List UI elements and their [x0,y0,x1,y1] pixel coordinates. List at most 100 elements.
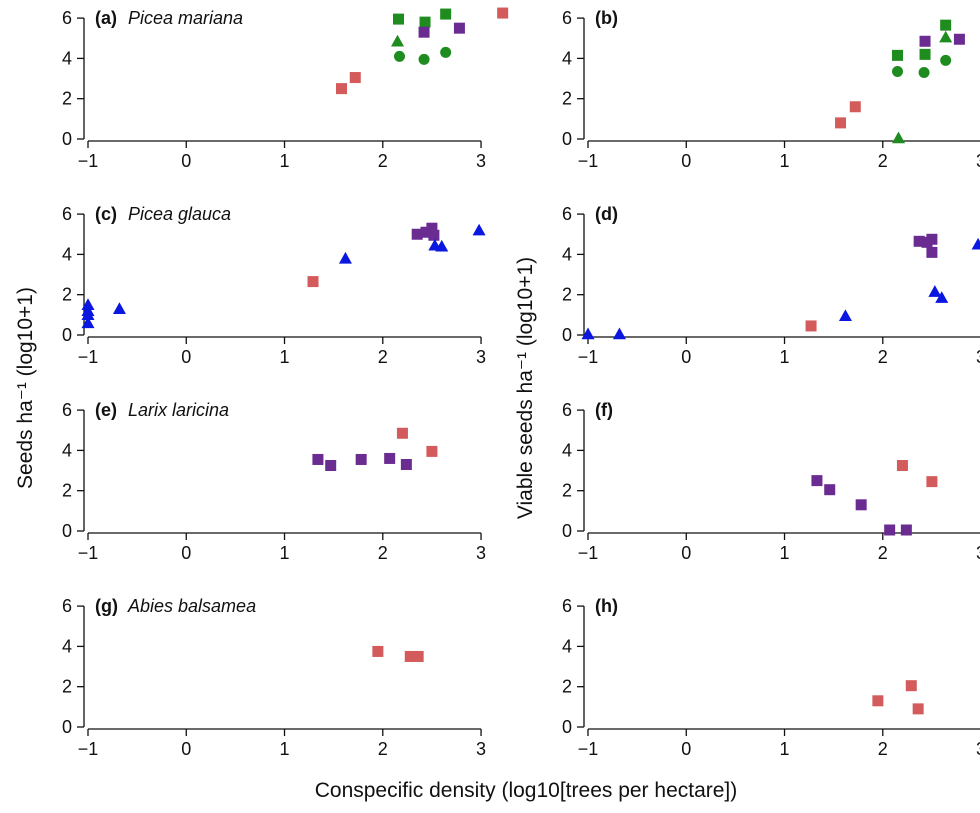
data-point-square [919,35,931,47]
panel-b: −1 0 1 2 3 0 2 4 6 (b) [562,8,980,171]
y-tick-label: 4 [562,48,572,68]
y-tick-label: 6 [562,596,572,616]
data-point-square [307,276,319,288]
data-point-square [872,695,884,707]
x-tick-label: 3 [476,543,486,563]
y-tick-label: 6 [562,8,572,28]
x-tick-label: 1 [280,347,290,367]
data-point-square [892,49,904,61]
data-point-triangle [81,308,95,321]
data-point-square [900,524,912,536]
y-tick-label: 2 [562,481,572,501]
x-axis-title: Conspecific density (log10[trees per hec… [315,779,738,802]
x-tick-label: 0 [181,543,191,563]
y-tick-label: 2 [62,285,72,305]
x-tick-label: 0 [181,151,191,171]
panel-letter: (d) [595,204,618,224]
data-point-square [953,33,965,45]
y-tick-label: 0 [62,129,72,149]
y-tick-label: 2 [562,285,572,305]
data-point-circle [418,53,430,65]
y-tick-label: 2 [562,89,572,109]
panel-letter: (a) [95,8,117,28]
data-point-square [824,484,836,496]
y-tick-label: 2 [562,677,572,697]
y-tick-label: 6 [562,204,572,224]
data-point-square [497,7,509,19]
species-name: Larix laricina [128,400,229,420]
x-tick-label: 3 [976,543,980,563]
y-tick-label: 0 [562,325,572,345]
x-tick-label: 1 [780,151,790,171]
data-point-triangle [472,223,486,236]
x-tick-label: 3 [476,739,486,759]
data-point-square [349,72,361,84]
data-point-square [336,83,348,95]
data-point-circle [440,46,452,58]
x-tick-label: 0 [181,739,191,759]
data-point-square [919,48,931,60]
x-tick-label: 2 [878,347,888,367]
y-tick-label: 6 [62,8,72,28]
y-tick-label: 0 [62,325,72,345]
y-tick-label: 2 [62,677,72,697]
data-point-square [440,8,452,20]
data-point-square [811,475,823,487]
y-tick-label: 4 [62,440,72,460]
data-point-triangle [612,327,626,340]
panel-h: −1 0 1 2 3 0 2 4 6 (h) [562,596,980,759]
y-tick-label: 6 [62,596,72,616]
data-point-triangle [81,316,95,329]
y-tick-label: 4 [62,48,72,68]
data-point-square [428,229,440,241]
x-tick-label: −1 [78,739,99,759]
panel-letter: (h) [595,596,618,616]
panel-f: −1 0 1 2 3 0 2 4 6 (f) [562,400,980,563]
x-tick-label: −1 [578,739,599,759]
data-point-square [396,427,408,439]
data-point-triangle [935,291,949,303]
y-tick-label: 6 [562,400,572,420]
x-tick-label: 0 [681,543,691,563]
panel-letter: (g) [95,596,118,616]
panel-letter: (b) [595,8,618,28]
x-tick-label: 3 [976,151,980,171]
x-tick-label: 2 [378,739,388,759]
data-point-square [400,459,412,470]
panel-d: −1 0 1 2 3 0 2 4 6 (d) [562,204,980,367]
data-point-circle [940,54,952,66]
data-point-square [412,650,424,662]
data-point-triangle [112,302,126,315]
y-tick-label: 0 [562,129,572,149]
data-point-square [453,22,465,34]
panel-letter: (e) [95,400,117,420]
data-point-square [896,460,908,472]
data-point-square [940,19,952,31]
x-tick-label: 3 [476,151,486,171]
x-tick-label: −1 [578,151,599,171]
x-tick-label: 0 [681,151,691,171]
panel-a: −1 0 1 2 3 0 2 4 6 (a) Picea mariana [62,7,509,171]
species-name: Picea glauca [128,204,231,224]
data-point-square [312,453,324,465]
data-point-triangle [838,309,852,322]
x-tick-label: 3 [976,739,980,759]
panel-g: −1 0 1 2 3 0 2 4 6 (g) Abies balsamea [62,596,486,759]
x-tick-label: 3 [976,347,980,367]
y-tick-label: 4 [562,440,572,460]
data-point-square [384,452,396,464]
data-point-triangle [892,131,906,144]
data-point-square [411,228,423,240]
panel-letter: (f) [595,400,613,420]
x-tick-label: 2 [878,151,888,171]
x-tick-label: 1 [280,151,290,171]
panel-c: −1 0 1 2 3 0 2 4 6 (c) Picea glauca [62,204,486,367]
x-tick-label: −1 [578,543,599,563]
x-tick-label: 1 [280,739,290,759]
data-point-square [420,226,432,238]
y-tick-label: 6 [62,204,72,224]
y-tick-label: 0 [562,521,572,541]
y-tick-label: 2 [62,89,72,109]
data-point-triangle [971,237,980,250]
